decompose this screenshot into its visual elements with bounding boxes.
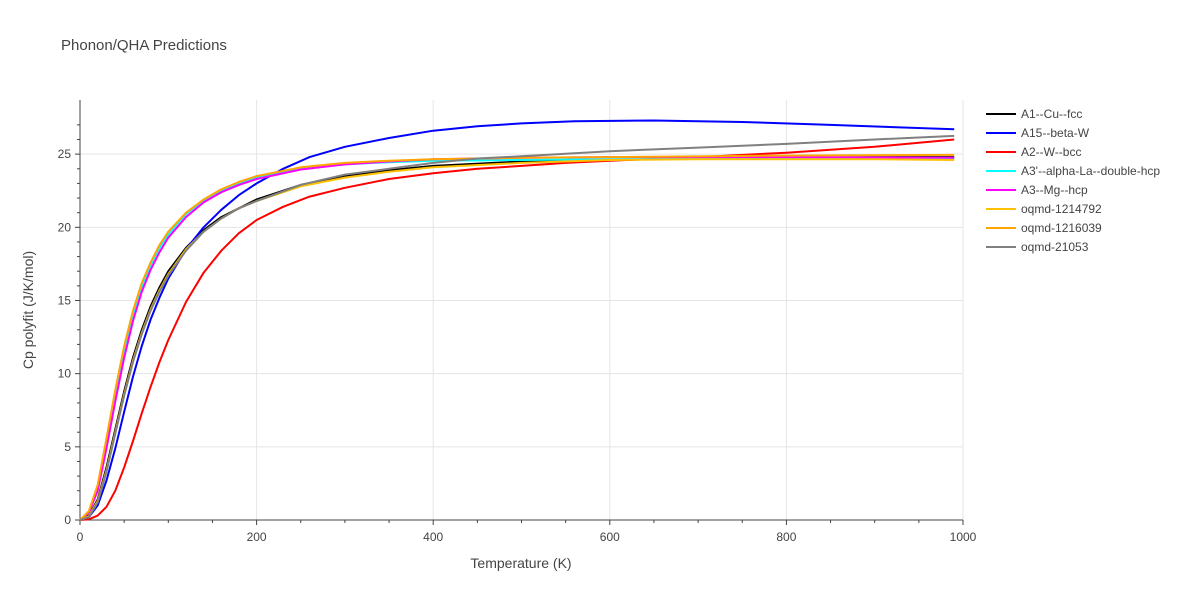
x-tick-label: 0 [77,530,84,544]
series-line [79,158,955,521]
grid-lines [80,100,964,520]
legend-label: A3--Mg--hcp [1021,183,1088,197]
series-line [79,134,955,521]
chart-title: Phonon/QHA Predictions [61,37,227,54]
y-tick-label: 10 [58,367,72,381]
y-tick-label: 15 [58,293,72,307]
series-line [79,119,955,521]
legend-label: A1--Cu--fcc [1021,107,1082,121]
series-line [79,138,955,521]
legend-item[interactable]: A2--W--bcc [986,145,1081,159]
y-axis-ticks: 0 5 10 15 20 25 [58,147,72,527]
legend-item[interactable]: A15--beta-W [986,126,1090,140]
legend-label: A2--W--bcc [1021,145,1081,159]
series-line [79,153,955,521]
x-tick-label: 800 [776,530,796,544]
y-tick-label: 0 [64,513,71,527]
x-tick-label: 200 [247,530,267,544]
legend-item[interactable]: A3--Mg--hcp [986,183,1088,197]
plot-lines [79,119,955,521]
legend-label: oqmd-1214792 [1021,202,1102,216]
y-tick-label: 25 [58,147,72,161]
series-line [79,156,955,521]
legend-label: A3'--alpha-La--double-hcp [1021,164,1160,178]
y-axis-title: Cp polyfit (J/K/mol) [20,251,36,369]
legend-label: oqmd-1216039 [1021,221,1102,235]
x-tick-label: 600 [600,530,620,544]
y-tick-label: 5 [64,440,71,454]
x-axis-ticks: 0 200 400 600 800 1000 [77,530,977,544]
legend-item[interactable]: A1--Cu--fcc [986,107,1082,121]
x-axis-title: Temperature (K) [470,555,571,571]
legend: A1--Cu--fcc A15--beta-W A2--W--bcc A3'--alp… [986,107,1160,254]
legend-label: A15--beta-W [1021,126,1090,140]
legend-item[interactable]: A3'--alpha-La--double-hcp [986,164,1160,178]
y-tick-label: 20 [58,220,72,234]
x-tick-label: 400 [423,530,443,544]
legend-item[interactable]: oqmd-1214792 [986,202,1102,216]
series-line [79,156,955,521]
x-tick-label: 1000 [950,530,977,544]
legend-label: oqmd-21053 [1021,240,1089,254]
series-line [79,157,955,521]
legend-item[interactable]: oqmd-21053 [986,240,1089,254]
legend-item[interactable]: oqmd-1216039 [986,221,1102,235]
axes [75,100,964,525]
